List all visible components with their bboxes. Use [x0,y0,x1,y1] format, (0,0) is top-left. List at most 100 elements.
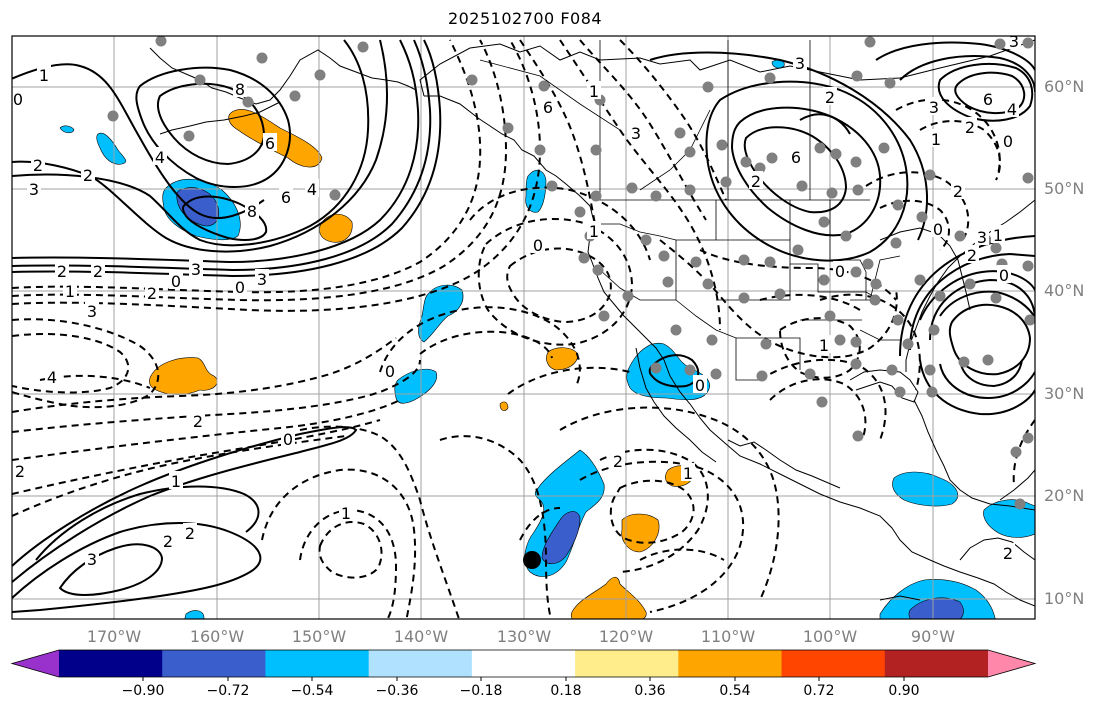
contour-label-background [183,523,197,541]
contour-label-background [951,181,965,199]
contour-label: 6 [983,90,993,109]
contour-label: 0 [695,376,705,395]
contour-label: 2 [83,166,93,185]
colorbar-outline [10,649,1037,678]
negative-area [983,499,1035,538]
contour-label: 1 [341,504,351,523]
contour-label-background [63,281,77,299]
contour-label: 2 [751,172,761,191]
negative-area [418,284,464,343]
negative-area [184,610,205,619]
contour-label-background [263,133,277,151]
contour-label-background [161,531,175,549]
contour-label-background [339,503,353,521]
contour-label: 1 [589,222,599,241]
contour-label-background [587,81,601,99]
positive-area [570,576,647,619]
positive-area [499,401,509,411]
contour-label: 4 [1007,100,1017,119]
contour-label: 0 [13,90,23,109]
contour-label: 4 [307,180,317,199]
colorbar-swatches [10,649,1037,678]
contour-label: 1 [683,464,693,483]
colorbar-label: −0.72 [206,683,250,699]
contour-label-background [681,463,695,481]
contour-label-background [55,261,69,279]
contour-label-background [233,277,247,295]
contour-label-background [789,147,803,165]
contour-label-background [305,179,319,197]
colorbar-label: −0.18 [459,683,503,699]
colorbar-label: 0.90 [888,683,920,699]
contour-label-background [793,53,807,71]
negative-area [541,511,581,565]
colorbar-label: 0.54 [719,683,751,699]
contour-label-background [1001,543,1015,561]
contour-label: 0 [385,362,395,381]
colorbar-label: 0.72 [803,683,835,699]
contour-label-background [27,179,41,197]
contour-label: 2 [825,88,835,107]
contour-label: 3 [977,228,987,247]
contour-label: 3 [191,260,201,279]
contour-label: 1 [931,130,941,149]
contour-label-background [85,549,99,567]
colorbar-swatch [368,650,473,677]
map-title: 2025102700 F084 [447,9,603,28]
colorbar-swatch [884,650,989,677]
lon-label-150w: 150°W [291,627,347,646]
contour-label-background [279,187,293,205]
contour-label: 2 [953,182,963,201]
contour-label-background [997,265,1011,283]
lat-label-20n: 20°N [1044,486,1085,505]
contour-label-background [37,65,51,83]
storm-center-marker [523,551,541,569]
lon-label-140w: 140°W [393,627,449,646]
lon-label-90w: 90°W [910,627,956,646]
contour-label: 2 [1003,544,1013,563]
contour-label: 1 [589,82,599,101]
contour-label-background [991,225,1005,243]
contour-label: 2 [965,118,975,137]
contour-label: 4 [155,148,165,167]
contour-label-background [85,301,99,319]
positive-area [546,347,579,371]
colorbar-label: −0.54 [290,683,334,699]
contour-label-background [383,361,397,379]
contour-label: 2 [15,462,25,481]
contour-label: 0 [533,236,543,255]
contour-label: 2 [57,262,67,281]
contour-label-background [153,147,167,165]
lon-label-120w: 120°W [598,627,654,646]
contour-label-background [629,123,643,141]
contour-label-background [833,261,847,279]
contour-label: 2 [163,532,173,551]
contour-label: 2 [185,524,195,543]
negative-area [892,471,958,507]
contour-label: 0 [235,278,245,297]
colorbar [10,649,1037,681]
negative-area [59,125,75,134]
contour-label: 8 [247,202,257,221]
contour-label: 2 [613,452,623,471]
contour-label-background [531,235,545,253]
lon-label-160w: 160°W [189,627,245,646]
contour-label: 3 [87,302,97,321]
contour-label-background [169,471,183,489]
contour-label: 3 [795,54,805,73]
contour-label: 2 [967,246,977,265]
contour-label-background [749,171,763,189]
contour-label-background [191,411,205,429]
contour-label-background [823,87,837,105]
contour-label: 0 [933,220,943,239]
contour-label: 0 [1003,132,1013,151]
contour-label-background [245,201,259,219]
contour-label-background [91,261,105,279]
contour-label: 0 [835,262,845,281]
contour-label-background [233,79,247,97]
contour-label-background [31,155,45,173]
contour-label: 3 [631,124,641,143]
contour-label-background [693,375,707,393]
contour-label: 2 [147,284,157,303]
contour-label: 6 [791,148,801,167]
